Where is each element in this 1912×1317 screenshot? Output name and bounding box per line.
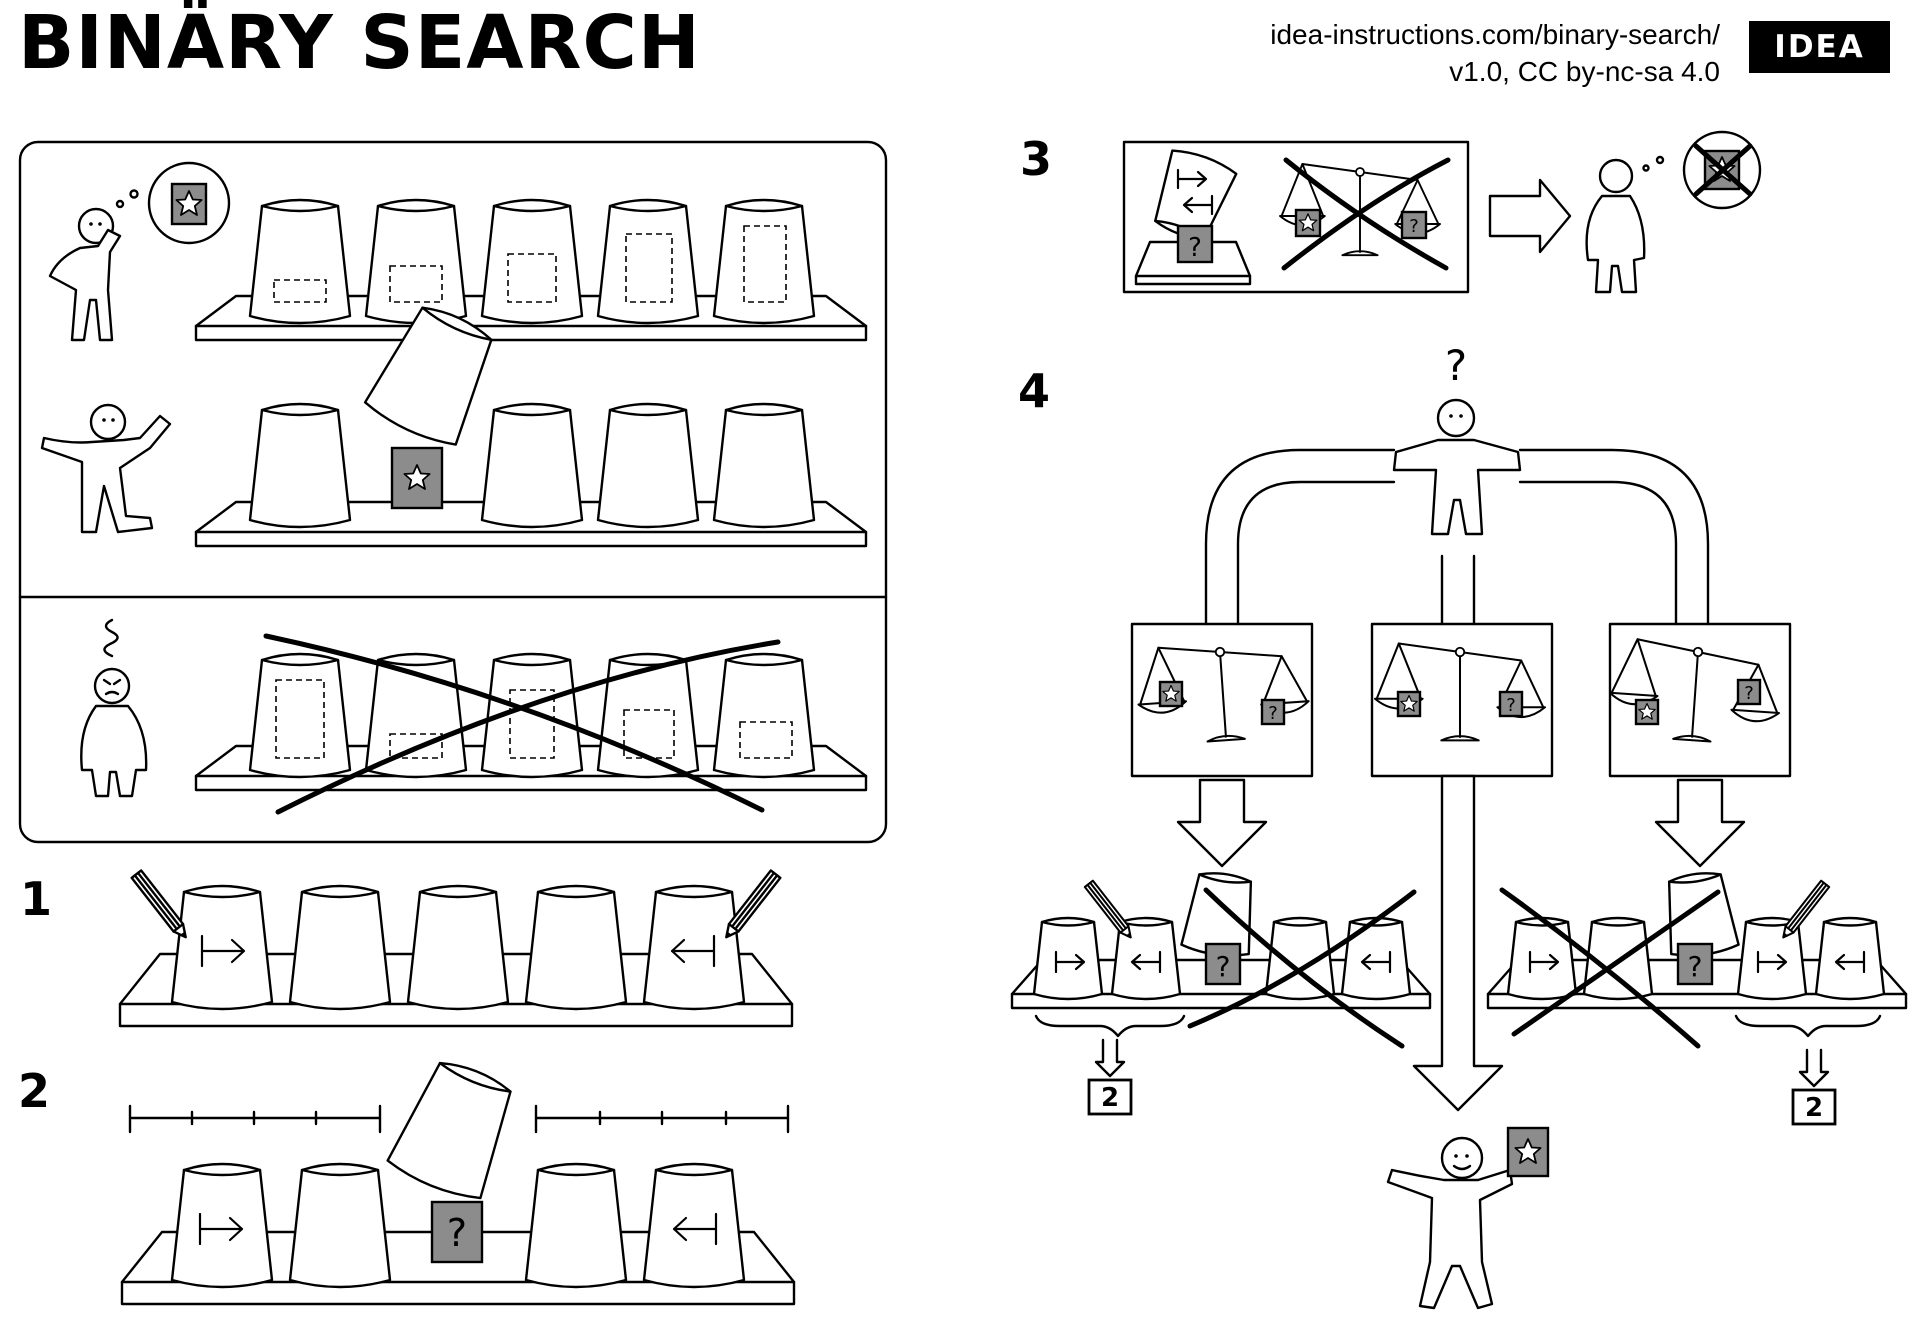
question-mark: ? (1409, 216, 1419, 237)
goto-step-label: 2 (1805, 1093, 1823, 1123)
page-title: BINÄRY SEARCH (18, 0, 701, 86)
version-license: v1.0, CC by-nc-sa 4.0 (1449, 56, 1720, 87)
question-mark: ? (1506, 695, 1516, 716)
shelf-row-a (194, 198, 868, 342)
question-mark: ? (1216, 950, 1231, 983)
frustrated-person-icon (80, 618, 148, 798)
question-mark: ? (1188, 233, 1202, 263)
step-number-1: 1 (20, 872, 53, 926)
question-mark: ? (1744, 683, 1754, 704)
step3-compare-panel: ? ? (1122, 140, 1470, 294)
shelf-row-c (194, 633, 868, 815)
compare-box-greater (1608, 622, 1792, 778)
source-url: idea-instructions.com/binary-search/ v1.… (1270, 16, 1720, 90)
intro-panel (18, 140, 888, 844)
arrow-icon (1412, 774, 1504, 1112)
question-mark: ? (1268, 703, 1278, 724)
happy-person-with-star-icon (1386, 1126, 1550, 1310)
step-number-2: 2 (18, 1064, 51, 1118)
step4-decision-tree: ? ? ? ? (1010, 341, 1908, 1310)
brace (1034, 1014, 1186, 1038)
happy-person-icon (40, 403, 172, 534)
url-line: idea-instructions.com/binary-search/ (1270, 19, 1720, 50)
idea-logo: IDEA (1749, 21, 1890, 73)
shrugging-person-icon (1392, 398, 1522, 536)
step-number-4: 4 (1018, 364, 1051, 418)
sneezing-person-icon (1585, 130, 1762, 294)
arrow-icon (1488, 178, 1572, 254)
question-mark: ? (447, 1211, 467, 1255)
step-number-3: 3 (1020, 132, 1053, 186)
question-mark: ? (1688, 950, 1703, 983)
pencil-icon (1778, 879, 1831, 942)
brace (1734, 1014, 1882, 1038)
arrow-icon (1176, 778, 1268, 868)
thinking-person-icon (48, 161, 231, 342)
thought-bubble-icon (147, 161, 231, 245)
step2-shelf: ? (120, 1051, 796, 1306)
goto-step-label: 2 (1101, 1083, 1119, 1113)
question-mark: ? (1445, 341, 1467, 390)
compare-box-less (1130, 622, 1314, 778)
arrow-icon (1654, 778, 1746, 868)
step1-shelf (118, 869, 794, 1028)
shelf-row-b (194, 295, 868, 548)
